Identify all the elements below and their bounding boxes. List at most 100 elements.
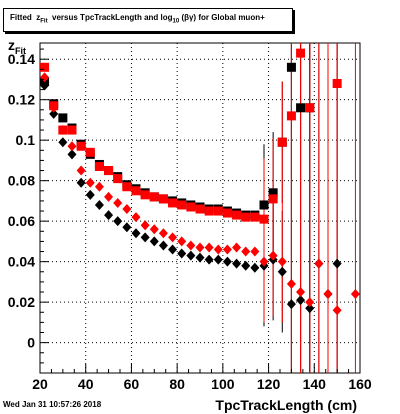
y-tick-label: 0.1 [16, 132, 36, 148]
diamond-marker [58, 125, 68, 136]
square-marker [67, 125, 77, 135]
square-marker [213, 206, 223, 216]
diamond-marker [259, 256, 269, 267]
x-axis-label: TpcTrackLength (cm) [215, 397, 357, 413]
square-marker [186, 202, 196, 212]
diamond-marker [104, 191, 114, 202]
square-marker [305, 103, 315, 113]
diamond-marker [277, 266, 287, 277]
diamond-marker [140, 232, 150, 243]
diamond-marker [168, 232, 178, 243]
diamond-marker [122, 222, 132, 233]
square-marker [76, 141, 86, 151]
y-tick-label: 0.08 [8, 173, 35, 189]
diamond-marker [113, 216, 123, 227]
diamond-marker [277, 256, 287, 267]
diamond-marker [305, 297, 315, 308]
square-marker [195, 204, 205, 214]
x-tick-label: 160 [348, 376, 372, 392]
diamond-marker [113, 197, 123, 208]
diamond-marker [177, 236, 187, 247]
diamond-marker [232, 242, 242, 253]
diamond-marker [250, 246, 260, 257]
diamond-marker [94, 199, 104, 210]
diamond-marker [149, 224, 159, 235]
diamond-marker [131, 212, 141, 223]
axis-ticks: 20 40 60 80 100 120 140 160 0 0.02 0.04 0.06 0.08 0.1… [8, 48, 372, 392]
title-end: (βγ) for Global muon+ [181, 13, 265, 22]
diamond-marker [49, 108, 59, 119]
square-marker [250, 212, 260, 222]
diamond-marker [168, 244, 178, 255]
data-markers [40, 48, 360, 316]
diamond-marker [350, 289, 360, 300]
y-tick-label: 0.14 [8, 51, 35, 67]
square-marker [222, 208, 232, 218]
x-tick-label: 80 [169, 376, 185, 392]
square-marker [168, 198, 178, 208]
diamond-marker [241, 260, 251, 271]
diamond-marker [323, 289, 333, 300]
diamond-marker [122, 204, 132, 215]
diamond-marker [76, 177, 86, 188]
diamond-marker [195, 252, 205, 263]
diamond-marker [49, 102, 59, 113]
diamond-marker [58, 137, 68, 148]
diamond-marker [222, 244, 232, 255]
y-tick-label: 0 [27, 335, 35, 351]
x-tick-label: 20 [32, 376, 48, 392]
chart-title-box: Fitted zFit versus TpcTrackLength and lo… [3, 8, 293, 32]
square-marker [94, 161, 104, 171]
diamond-marker [158, 228, 168, 239]
diamond-marker [314, 258, 324, 269]
diamond-marker [85, 177, 95, 188]
square-marker [58, 113, 68, 123]
x-tick-label: 120 [257, 376, 281, 392]
diamond-marker [158, 240, 168, 251]
diamond-marker [85, 189, 95, 200]
diamond-marker [241, 246, 251, 257]
diamond-marker [332, 305, 342, 316]
square-marker [268, 194, 278, 204]
square-marker [149, 192, 159, 202]
y-tick-label: 0.02 [8, 294, 35, 310]
square-marker [296, 48, 306, 58]
diamond-marker [222, 256, 232, 267]
square-marker [259, 200, 269, 210]
diamond-marker [213, 254, 223, 265]
square-marker [113, 174, 123, 184]
square-marker [131, 186, 141, 196]
diamond-marker [186, 240, 196, 251]
diamond-marker [332, 258, 342, 269]
diamond-marker [76, 165, 86, 176]
square-marker [259, 214, 269, 224]
title-rest: versus TpcTrackLength and log [52, 13, 173, 22]
diamond-marker [305, 303, 315, 314]
square-marker [140, 190, 150, 200]
x-tick-label: 40 [78, 376, 94, 392]
diamond-marker [177, 248, 187, 259]
diamond-marker [286, 299, 296, 310]
square-marker [277, 137, 287, 147]
diamond-marker [250, 262, 260, 273]
diamond-marker [140, 220, 150, 231]
square-marker [40, 62, 50, 72]
diamond-marker [232, 258, 242, 269]
timestamp: Wed Jan 31 10:57:26 2018 [3, 400, 102, 409]
y-tick-label: 0.06 [8, 213, 35, 229]
diamond-marker [94, 181, 104, 192]
square-marker [104, 166, 114, 176]
x-tick-label: 60 [124, 376, 140, 392]
x-tick-label: 140 [303, 376, 327, 392]
title-prefix: Fitted [10, 13, 32, 22]
diamond-marker [213, 244, 223, 255]
diamond-marker [286, 278, 296, 289]
square-marker [286, 62, 296, 72]
square-marker [241, 212, 251, 222]
diamond-marker [67, 149, 77, 160]
square-marker [232, 210, 242, 220]
square-marker [177, 200, 187, 210]
square-marker [268, 188, 278, 198]
square-marker [286, 111, 296, 121]
